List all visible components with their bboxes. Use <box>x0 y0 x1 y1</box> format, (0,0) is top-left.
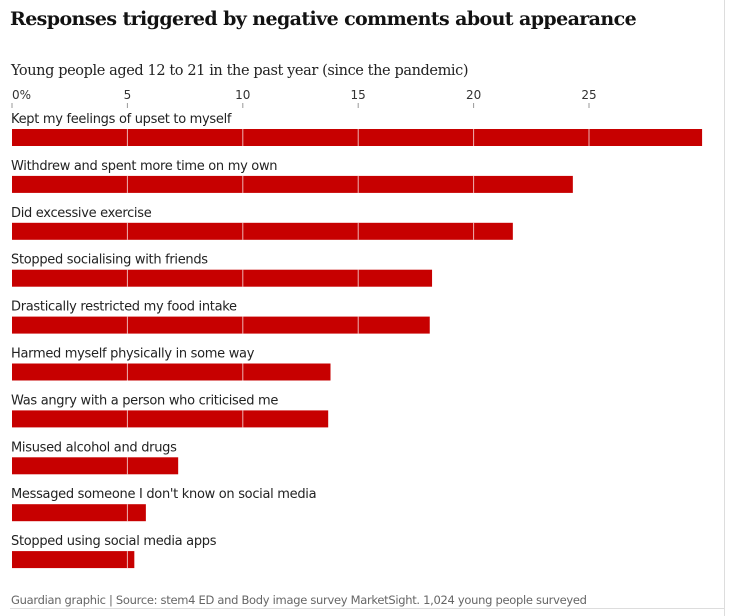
chart-title: Responses triggered by negative comments… <box>10 8 637 30</box>
source-note: Guardian graphic | Source: stem4 ED and … <box>11 593 587 607</box>
chart-subtitle: Young people aged 12 to 21 in the past y… <box>11 63 469 79</box>
category-label: Stopped socialising with friends <box>11 253 208 268</box>
bar <box>12 504 146 522</box>
bar <box>12 129 703 146</box>
category-label: Kept my feelings of upset to myself <box>11 112 232 127</box>
bar <box>12 269 433 287</box>
x-tick-label: 20 <box>466 88 481 102</box>
x-tick-label: 15 <box>351 88 366 102</box>
x-tick-label: 0% <box>12 88 31 102</box>
bar <box>12 363 331 381</box>
category-label: Withdrew and spent more time on my own <box>11 159 277 174</box>
bar <box>12 222 513 240</box>
category-label: Messaged someone I don't know on social … <box>11 487 316 502</box>
frame-border-bottom <box>10 608 725 609</box>
bar <box>12 551 135 569</box>
category-label: Misused alcohol and drugs <box>11 440 177 455</box>
bar <box>12 316 430 334</box>
category-label: Drastically restricted my food intake <box>11 300 237 315</box>
bar <box>12 457 179 475</box>
bar <box>12 175 573 193</box>
category-label: Harmed myself physically in some way <box>11 347 255 362</box>
category-label: Stopped using social media apps <box>11 534 217 549</box>
category-label: Was angry with a person who criticised m… <box>11 393 278 408</box>
x-tick-label: 5 <box>124 88 132 102</box>
x-tick-label: 25 <box>581 88 596 102</box>
frame-border-right <box>724 0 725 616</box>
category-label: Did excessive exercise <box>11 206 152 221</box>
bar <box>12 410 329 428</box>
x-tick-label: 10 <box>235 88 250 102</box>
